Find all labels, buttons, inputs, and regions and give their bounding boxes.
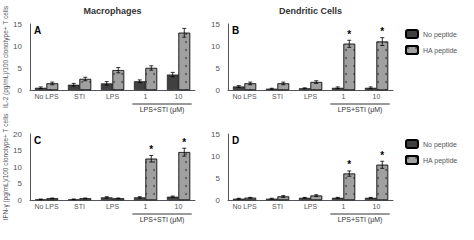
svg-text:1: 1 <box>144 93 148 100</box>
svg-text:HA peptide: HA peptide <box>423 47 457 55</box>
svg-text:IL-2 (pg/mL)/100 clonotype+ T: IL-2 (pg/mL)/100 clonotype+ T cells <box>2 5 10 108</box>
svg-text:No LPS: No LPS <box>232 203 256 210</box>
svg-text:A: A <box>34 25 41 36</box>
svg-text:HA peptide: HA peptide <box>423 157 457 165</box>
svg-text:10: 10 <box>175 203 183 210</box>
svg-text:D: D <box>232 135 239 146</box>
svg-text:*: * <box>380 150 384 161</box>
svg-text:5: 5 <box>216 64 221 73</box>
svg-text:*: * <box>149 144 153 155</box>
svg-text:5: 5 <box>216 174 221 183</box>
svg-text:0: 0 <box>216 196 221 205</box>
svg-text:10: 10 <box>13 42 22 51</box>
svg-text:10: 10 <box>13 163 22 172</box>
svg-text:No peptide: No peptide <box>423 31 457 39</box>
svg-text:5: 5 <box>18 179 23 188</box>
svg-text:15: 15 <box>211 130 220 139</box>
svg-text:STI: STI <box>272 93 283 100</box>
svg-text:No LPS: No LPS <box>34 93 58 100</box>
svg-text:0: 0 <box>18 86 23 95</box>
svg-text:*: * <box>182 137 186 148</box>
svg-text:LPS: LPS <box>106 93 120 100</box>
svg-text:LPS: LPS <box>106 203 120 210</box>
svg-text:15: 15 <box>13 20 22 29</box>
svg-text:B: B <box>232 25 239 36</box>
svg-text:1: 1 <box>342 93 346 100</box>
svg-text:10: 10 <box>211 42 220 51</box>
svg-text:*: * <box>347 29 351 40</box>
svg-text:0: 0 <box>18 196 23 205</box>
svg-text:5: 5 <box>18 64 23 73</box>
svg-text:No LPS: No LPS <box>34 203 58 210</box>
svg-text:Macrophages: Macrophages <box>83 6 141 16</box>
svg-text:STI: STI <box>74 93 85 100</box>
svg-text:15: 15 <box>13 146 22 155</box>
svg-text:10: 10 <box>373 93 381 100</box>
svg-text:No LPS: No LPS <box>232 93 256 100</box>
svg-text:LPS: LPS <box>304 93 318 100</box>
svg-text:20: 20 <box>13 130 22 139</box>
svg-text:IFN-γ (pg/mL)/100 clonotype+ T: IFN-γ (pg/mL)/100 clonotype+ T cells <box>2 113 10 220</box>
svg-text:*: * <box>380 26 384 37</box>
svg-text:LPS+STI (μM): LPS+STI (μM) <box>140 106 185 114</box>
svg-text:LPS+STI (μM): LPS+STI (μM) <box>338 216 383 224</box>
svg-text:10: 10 <box>175 93 183 100</box>
svg-text:1: 1 <box>342 203 346 210</box>
svg-text:*: * <box>347 159 351 170</box>
svg-text:STI: STI <box>74 203 85 210</box>
svg-text:LPS+STI (μM): LPS+STI (μM) <box>140 216 185 224</box>
svg-text:No peptide: No peptide <box>423 141 457 149</box>
svg-text:10: 10 <box>373 203 381 210</box>
svg-text:10: 10 <box>211 152 220 161</box>
svg-text:C: C <box>34 135 41 146</box>
svg-text:0: 0 <box>216 86 221 95</box>
svg-text:LPS+STI (μM): LPS+STI (μM) <box>338 106 383 114</box>
svg-text:Dendritic Cells: Dendritic Cells <box>279 6 342 16</box>
svg-text:STI: STI <box>272 203 283 210</box>
svg-text:15: 15 <box>211 20 220 29</box>
svg-text:1: 1 <box>144 203 148 210</box>
svg-text:LPS: LPS <box>304 203 318 210</box>
